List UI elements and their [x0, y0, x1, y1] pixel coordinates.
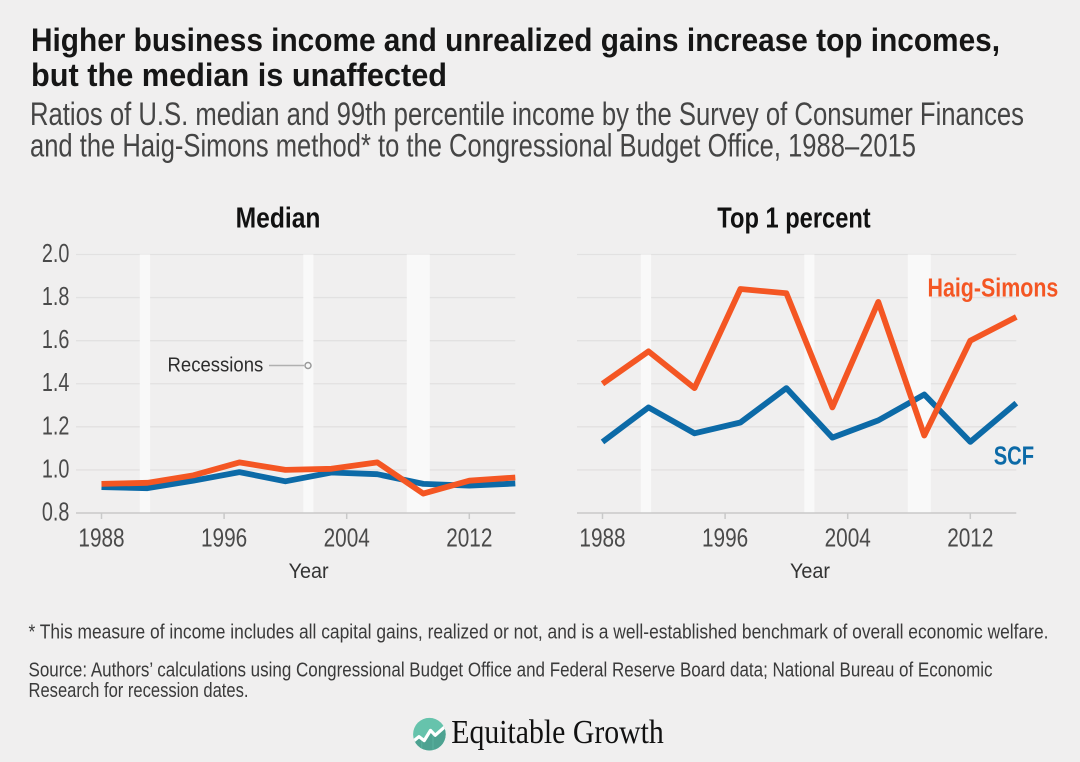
svg-text:Source: Authors’ calculations: Source: Authors’ calculations using Cong… — [29, 659, 993, 681]
svg-text:Higher business income and unr: Higher business income and unrealized ga… — [31, 22, 1000, 58]
svg-text:0.8: 0.8 — [42, 497, 70, 527]
svg-text:Median: Median — [236, 203, 321, 235]
svg-text:1.4: 1.4 — [42, 367, 70, 397]
svg-text:SCF: SCF — [994, 441, 1034, 471]
svg-text:Research for recession dates.: Research for recession dates. — [29, 680, 249, 702]
svg-text:2012: 2012 — [947, 523, 993, 553]
svg-text:1.6: 1.6 — [42, 324, 70, 354]
svg-text:2004: 2004 — [324, 523, 370, 553]
svg-text:Year: Year — [289, 559, 329, 583]
svg-text:2012: 2012 — [446, 523, 492, 553]
svg-text:Haig-Simons: Haig-Simons — [928, 275, 1059, 303]
svg-text:Recessions: Recessions — [168, 354, 264, 377]
svg-text:1988: 1988 — [78, 523, 124, 553]
svg-text:Top 1 percent: Top 1 percent — [717, 203, 871, 235]
svg-text:but the median is unaffected: but the median is unaffected — [31, 57, 447, 93]
svg-text:1.8: 1.8 — [42, 281, 70, 311]
svg-text:1.2: 1.2 — [42, 410, 70, 440]
svg-text:and the Haig-Simons method* to: and the Haig-Simons method* to the Congr… — [30, 128, 916, 164]
svg-text:2004: 2004 — [825, 523, 871, 553]
svg-text:2.0: 2.0 — [42, 238, 70, 268]
svg-text:1996: 1996 — [201, 523, 247, 553]
svg-text:Year: Year — [790, 559, 830, 583]
svg-text:1996: 1996 — [702, 523, 748, 553]
svg-text:Equitable Growth: Equitable Growth — [451, 714, 664, 751]
svg-text:1988: 1988 — [579, 523, 625, 553]
svg-text:* This measure of income inclu: * This measure of income includes all ca… — [29, 622, 1049, 644]
svg-text:1.0: 1.0 — [42, 453, 70, 483]
svg-text:Ratios of U.S. median and 99th: Ratios of U.S. median and 99th percentil… — [30, 96, 1024, 132]
